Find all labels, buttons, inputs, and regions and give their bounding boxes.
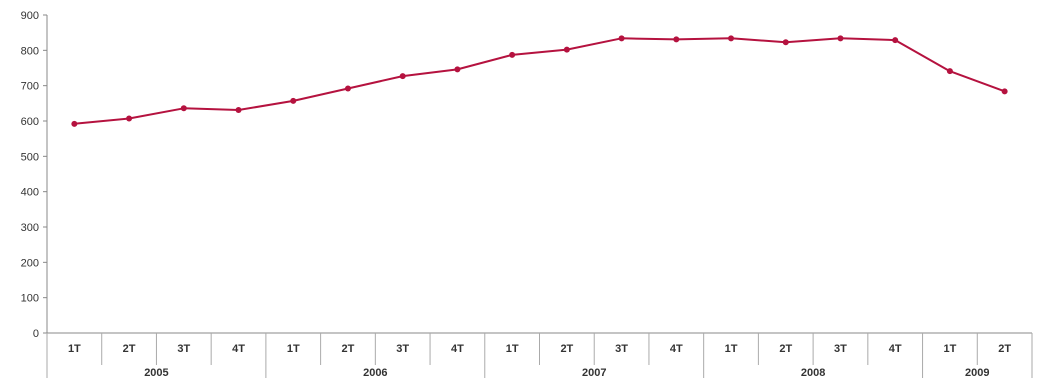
series-layer [71, 35, 1008, 127]
x-group-label: 2009 [965, 367, 989, 379]
x-tick-label: 3T [615, 343, 628, 355]
x-tick-label: 4T [451, 343, 464, 355]
x-tick-label: 4T [670, 343, 683, 355]
y-tick-label: 400 [21, 187, 39, 199]
data-point [563, 46, 570, 53]
x-tick-label: 1T [287, 343, 300, 355]
x-tick-label: 1T [68, 343, 81, 355]
x-tick-label: 4T [232, 343, 245, 355]
data-point [235, 107, 242, 114]
data-point [290, 97, 297, 104]
x-tick-label: 2T [123, 343, 136, 355]
data-point [892, 37, 899, 44]
data-point [618, 35, 625, 42]
x-tick-label: 3T [177, 343, 190, 355]
x-tick-label: 2T [779, 343, 792, 355]
data-point [454, 66, 461, 73]
data-point [344, 85, 351, 92]
x-group-label: 2006 [363, 367, 387, 379]
y-axis: 0 100 200 300 400 500 600 700 800 900 [21, 10, 48, 340]
y-tick-label: 0 [33, 328, 39, 340]
x-group-label: 2008 [801, 367, 825, 379]
x-tick-label: 1T [725, 343, 738, 355]
data-point [837, 35, 844, 42]
x-tick-label: 2T [998, 343, 1011, 355]
x-axis: 1T 2T 3T 4T 1T 2T 3T 4T 1T 2T 3T 4T 1T 2T 3T 4T 1T 2T 2005… [46, 332, 1033, 379]
data-point [71, 120, 78, 127]
x-group-label: 2007 [582, 367, 606, 379]
data-point [180, 105, 187, 112]
y-tick-label: 300 [21, 222, 39, 234]
x-tick-label: 2T [560, 343, 573, 355]
y-tick-label: 800 [21, 45, 39, 57]
y-tick-label: 600 [21, 116, 39, 128]
y-tick-label: 700 [21, 81, 39, 93]
x-group-label: 2005 [144, 367, 168, 379]
data-point [1001, 88, 1008, 95]
x-tick-label: 2T [342, 343, 355, 355]
y-tick-label: 500 [21, 151, 39, 163]
data-point [673, 36, 680, 43]
x-tick-label: 1T [506, 343, 519, 355]
x-tick-label: 3T [834, 343, 847, 355]
data-point [509, 51, 516, 58]
x-tick-label: 4T [889, 343, 902, 355]
data-point [782, 39, 789, 46]
series-line [74, 37, 1005, 125]
data-point [399, 73, 406, 80]
data-point [946, 68, 953, 75]
x-tick-label: 1T [943, 343, 956, 355]
x-tick-label: 3T [396, 343, 409, 355]
data-point [126, 115, 133, 122]
y-tick-label: 100 [21, 293, 39, 305]
y-tick-label: 200 [21, 257, 39, 269]
data-point [728, 35, 735, 42]
y-tick-label: 900 [21, 10, 39, 22]
